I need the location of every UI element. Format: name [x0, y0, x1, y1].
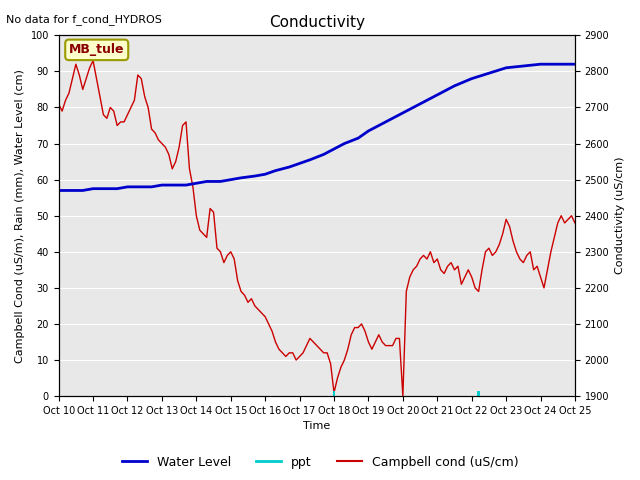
Bar — [333, 391, 335, 396]
Y-axis label: Campbell Cond (uS/m), Rain (mm), Water Level (cm): Campbell Cond (uS/m), Rain (mm), Water L… — [15, 69, 25, 363]
Text: MB_tule: MB_tule — [69, 43, 124, 56]
Bar — [477, 391, 480, 396]
Y-axis label: Conductivity (uS/cm): Conductivity (uS/cm) — [615, 157, 625, 275]
Text: No data for f_cond_HYDROS: No data for f_cond_HYDROS — [6, 14, 163, 25]
X-axis label: Time: Time — [303, 421, 330, 432]
Title: Conductivity: Conductivity — [269, 15, 365, 30]
Legend: Water Level, ppt, Campbell cond (uS/cm): Water Level, ppt, Campbell cond (uS/cm) — [116, 451, 524, 474]
